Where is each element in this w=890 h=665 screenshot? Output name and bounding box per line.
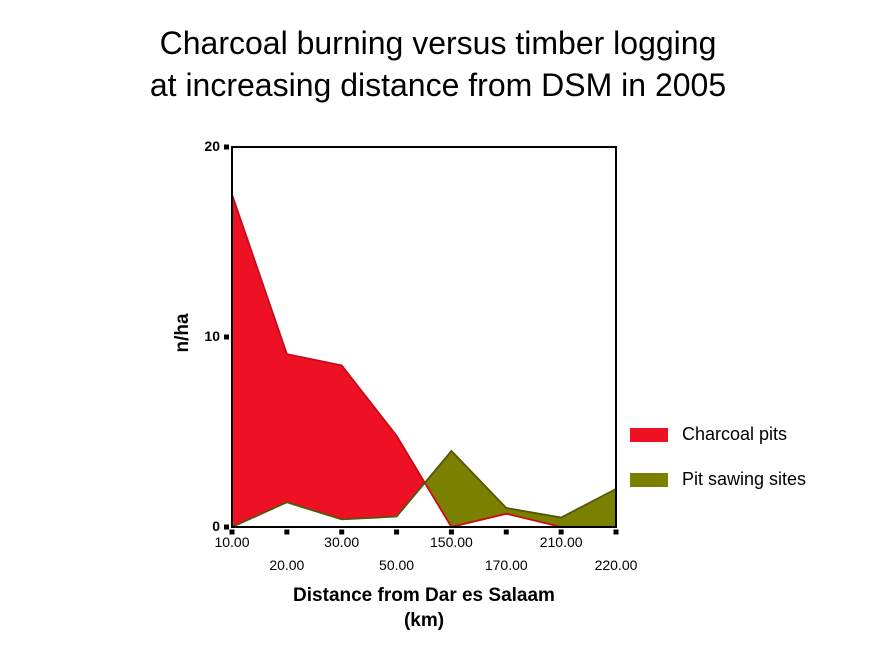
chart-title-line2: at increasing distance from DSM in 2005 — [149, 67, 727, 103]
x-axis-tick — [339, 529, 345, 535]
area-pit-sawing-sites — [424, 451, 616, 527]
x-axis-tick — [558, 529, 564, 535]
legend-label-charcoal-pits: Charcoal pits — [682, 424, 788, 444]
x-axis-tick — [394, 529, 400, 535]
y-tick-label: 10 — [204, 328, 220, 344]
x-axis-label: Distance from Dar es Salaam (km) — [232, 583, 616, 633]
x-tick-label: 50.00 — [379, 557, 415, 573]
x-axis-label-line1: Distance from Dar es Salaam — [293, 585, 555, 606]
x-tick-label: 170.00 — [484, 557, 528, 573]
legend: Charcoal pits Pit sawing sites — [630, 424, 806, 490]
x-axis-tick — [229, 529, 235, 535]
y-tick-label: 20 — [204, 138, 220, 154]
y-axis-tick — [224, 334, 229, 340]
x-axis-tick — [503, 529, 509, 535]
y-axis-tick — [224, 524, 229, 530]
legend-label-pit-sawing-sites: Pit sawing sites — [682, 469, 807, 489]
chart-title-line1: Charcoal burning versus timber logging — [159, 25, 717, 61]
legend-swatch-charcoal-pits — [630, 427, 668, 442]
x-axis-label-line2: (km) — [403, 610, 445, 631]
legend-swatch-pit-sawing-sites — [630, 472, 668, 487]
line-pit-sawing-sites — [231, 449, 617, 528]
x-tick-label: 30.00 — [324, 534, 360, 550]
x-tick-label: 150.00 — [430, 534, 473, 550]
y-tick-label: 0 — [212, 518, 220, 534]
x-tick-label: 210.00 — [539, 534, 583, 550]
legend-item-charcoal-pits: Charcoal pits — [630, 424, 806, 445]
plot-frame — [231, 146, 617, 528]
x-tick-label: 10.00 — [214, 534, 250, 550]
x-tick-label: 20.00 — [269, 557, 305, 573]
x-axis-tick — [613, 529, 619, 535]
y-axis-tick — [224, 144, 229, 150]
chart-title: Charcoal burning versus timber logging a… — [0, 22, 876, 106]
legend-item-pit-sawing-sites: Pit sawing sites — [630, 469, 806, 490]
plot-area — [224, 144, 619, 535]
x-axis-tick — [448, 529, 454, 535]
x-tick-label: 220.00 — [594, 557, 638, 573]
area-charcoal-pits — [232, 194, 425, 527]
x-axis-tick — [284, 529, 290, 535]
